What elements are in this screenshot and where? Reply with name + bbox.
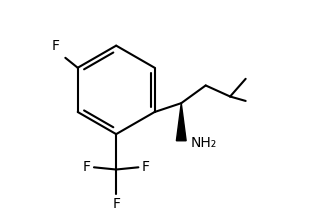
Text: F: F [141,160,150,174]
Text: NH₂: NH₂ [191,136,217,150]
Text: F: F [51,39,59,53]
Text: F: F [112,196,120,211]
Text: F: F [83,160,91,174]
Polygon shape [177,103,186,141]
